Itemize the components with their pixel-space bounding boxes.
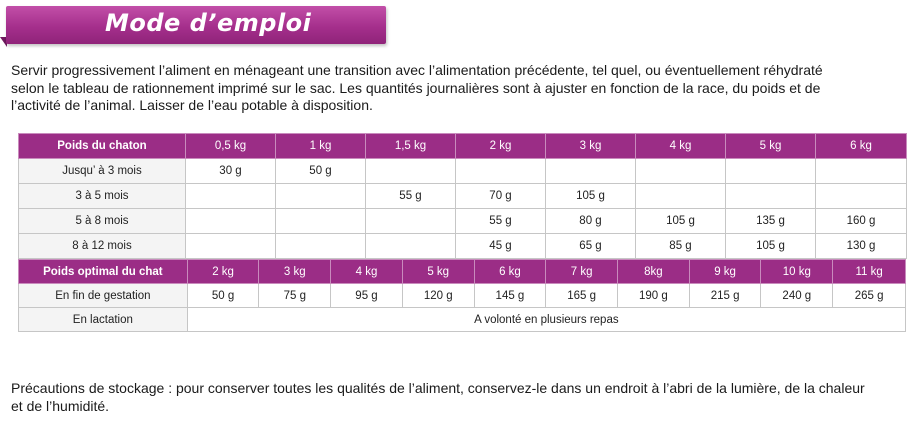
storage-paragraph: Précautions de stockage : pour conserver… — [11, 380, 916, 415]
table-cell — [815, 183, 907, 209]
row-label: En fin de gestation — [18, 283, 188, 308]
table-cell: 55 g — [365, 183, 456, 209]
row-label: En lactation — [18, 307, 188, 332]
table-cell: 105 g — [635, 208, 726, 234]
weight-column: 2 kg — [455, 133, 546, 159]
table-row: 5 à 8 mois 55 g 80 g 105 g 135 g 160 g — [18, 208, 907, 234]
weight-column: 10 kg — [760, 259, 834, 284]
row-label: 5 à 8 mois — [18, 208, 186, 234]
header-label: Poids optimal du chat — [18, 259, 188, 284]
header-label: Poids du chaton — [18, 133, 186, 159]
row-label: Jusqu’ à 3 mois — [18, 158, 186, 184]
table-cell: 160 g — [815, 208, 907, 234]
table-cell — [635, 158, 726, 184]
table-cell — [455, 158, 546, 184]
table-cell: 105 g — [545, 183, 636, 209]
intro-line: Servir progressivement l’aliment en ména… — [11, 62, 823, 78]
table-cell: 120 g — [401, 283, 475, 308]
weight-column: 6 kg — [815, 133, 907, 159]
table-cell: 80 g — [545, 208, 636, 234]
table-cell — [725, 158, 816, 184]
table-cell: 135 g — [725, 208, 816, 234]
cat-table-header: Poids optimal du chat 2 kg 3 kg 4 kg 5 k… — [18, 259, 906, 284]
table-cell: 145 g — [473, 283, 547, 308]
table-cell: 165 g — [545, 283, 619, 308]
table-row-gestation: En fin de gestation 50 g 75 g 95 g 120 g… — [18, 283, 906, 308]
weight-column: 4 kg — [330, 259, 403, 284]
banner-ribbon — [6, 6, 386, 44]
weight-column: 5 kg — [725, 133, 816, 159]
table-cell — [545, 158, 636, 184]
table-row-lactation: En lactation A volonté en plusieurs repa… — [18, 307, 907, 332]
table-cell — [635, 183, 726, 209]
weight-column: 9 kg — [688, 259, 762, 284]
table-cell: 50 g — [186, 283, 260, 308]
weight-column: 5 kg — [401, 259, 475, 284]
table-cell — [275, 208, 366, 234]
kitten-table-header: Poids du chaton 0,5 kg 1 kg 1,5 kg 2 kg … — [18, 133, 907, 159]
intro-line: selon le tableau de rationnement imprimé… — [11, 79, 821, 96]
storage-line: Précautions de stockage : pour conserver… — [11, 380, 865, 396]
weight-column: 7 kg — [545, 259, 619, 284]
table-row: Jusqu’ à 3 mois 30 g 50 g — [18, 158, 907, 184]
table-cell: A volonté en plusieurs repas — [186, 307, 907, 332]
weight-column: 11 kg — [832, 259, 906, 284]
table-cell: 130 g — [815, 233, 907, 259]
table-cell: 215 g — [688, 283, 762, 308]
table-cell — [275, 233, 366, 259]
kitten-feeding-table: Poids du chaton 0,5 kg 1 kg 1,5 kg 2 kg … — [18, 133, 907, 259]
table-cell: 105 g — [725, 233, 816, 259]
table-cell: 190 g — [617, 283, 690, 308]
table-cell: 75 g — [258, 283, 332, 308]
table-cell — [185, 233, 276, 259]
table-cell — [185, 183, 276, 209]
banner-fold — [0, 37, 7, 47]
row-label: 8 à 12 mois — [18, 233, 186, 259]
table-row: 3 à 5 mois 55 g 70 g 105 g — [18, 183, 907, 209]
table-cell: 95 g — [330, 283, 403, 308]
page-title: Mode d’emploi — [105, 9, 312, 37]
table-cell: 55 g — [455, 208, 546, 234]
weight-column: 1 kg — [275, 133, 366, 159]
table-cell: 65 g — [545, 233, 636, 259]
row-label: 3 à 5 mois — [18, 183, 186, 209]
table-cell — [725, 183, 816, 209]
table-cell: 240 g — [760, 283, 834, 308]
adult-cat-feeding-table: Poids optimal du chat 2 kg 3 kg 4 kg 5 k… — [18, 259, 907, 332]
table-cell: 85 g — [635, 233, 726, 259]
table-cell — [815, 158, 907, 184]
table-cell: 30 g — [185, 158, 276, 184]
weight-column: 3 kg — [258, 259, 332, 284]
weight-column: 2 kg — [186, 259, 260, 284]
weight-column: 1,5 kg — [365, 133, 456, 159]
weight-column: 8kg — [617, 259, 690, 284]
table-cell: 70 g — [455, 183, 546, 209]
table-cell: 50 g — [275, 158, 366, 184]
title-banner: Mode d’emploi — [0, 2, 388, 47]
weight-column: 3 kg — [545, 133, 636, 159]
table-cell — [365, 208, 456, 234]
table-cell: 45 g — [455, 233, 546, 259]
table-cell — [365, 158, 456, 184]
weight-column: 6 kg — [473, 259, 547, 284]
intro-paragraph: Servir progressivement l’aliment en ména… — [11, 62, 911, 115]
weight-column: 0,5 kg — [185, 133, 276, 159]
intro-line: l’activité de l’animal. Laisser de l’eau… — [11, 97, 373, 113]
table-cell — [365, 233, 456, 259]
table-row: 8 à 12 mois 45 g 65 g 85 g 105 g 130 g — [18, 233, 907, 259]
table-cell — [185, 208, 276, 234]
table-cell: 265 g — [832, 283, 906, 308]
table-cell — [275, 183, 366, 209]
weight-column: 4 kg — [635, 133, 726, 159]
storage-line: et de l’humidité. — [11, 397, 110, 414]
